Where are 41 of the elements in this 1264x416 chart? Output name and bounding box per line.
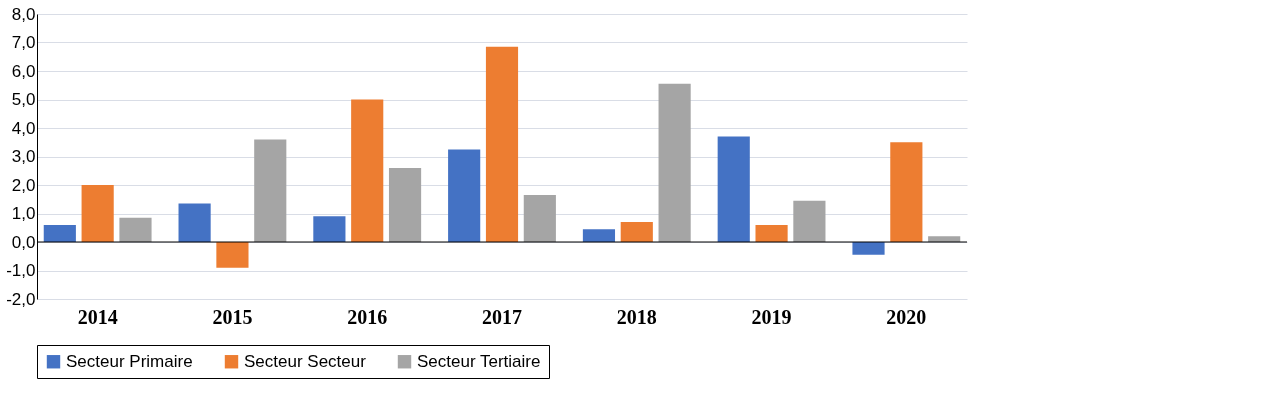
bar	[485, 46, 519, 242]
bar	[793, 200, 826, 242]
bar	[119, 217, 152, 242]
bar	[852, 242, 885, 255]
bar	[523, 194, 556, 242]
x-tick-label: 2017	[482, 305, 522, 328]
y-tick-label: 6,0	[11, 61, 36, 81]
y-tick-label: 8,0	[11, 4, 36, 24]
x-tick-label: 2018	[616, 305, 657, 328]
y-tick-label: -2,0	[6, 289, 36, 309]
x-tick-label: 2019	[751, 305, 792, 328]
legend-label: Secteur Tertiaire	[417, 351, 541, 371]
bar	[620, 222, 653, 242]
x-tick-label: 2016	[347, 305, 388, 328]
bar	[351, 99, 384, 242]
x-tick-label: 2014	[77, 305, 118, 328]
bar	[81, 185, 114, 242]
y-tick-label: 4,0	[11, 118, 36, 138]
bar	[658, 83, 691, 242]
y-tick-label: 0,0	[11, 232, 36, 252]
y-tick-label: 7,0	[11, 33, 36, 52]
bar	[178, 203, 211, 242]
bar	[254, 139, 287, 242]
bar	[313, 216, 346, 242]
y-tick-label: 3,0	[11, 147, 36, 166]
x-tick-label: 2015	[212, 305, 253, 328]
y-tick-label: 1,0	[11, 204, 36, 223]
y-tick-label: -1,0	[6, 261, 36, 280]
bar	[755, 224, 788, 242]
bar	[388, 167, 422, 242]
bar	[890, 142, 923, 242]
legend-label: Secteur Primaire	[66, 351, 193, 371]
bar	[448, 149, 481, 242]
bar	[216, 242, 249, 268]
bar	[717, 136, 750, 242]
y-tick-label: 5,0	[11, 90, 36, 109]
y-tick-label: 2,0	[11, 175, 36, 195]
legend-label: Secteur Secteur	[244, 351, 367, 371]
bar	[43, 224, 76, 242]
x-tick-label: 2020	[886, 305, 927, 328]
bar	[582, 229, 616, 242]
